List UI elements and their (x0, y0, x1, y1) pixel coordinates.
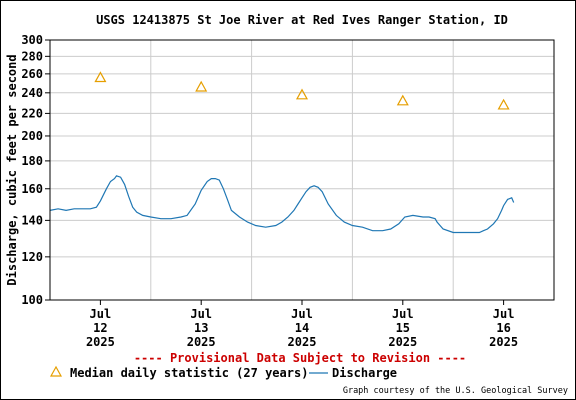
x-tick-label: 15 (396, 321, 410, 335)
discharge-line (49, 175, 515, 234)
legend-discharge-label: Discharge (332, 366, 397, 380)
x-tick-label: Jul (493, 307, 515, 321)
x-tick-label: 2025 (288, 335, 317, 349)
provisional-notice: ---- Provisional Data Subject to Revisio… (134, 351, 466, 365)
x-tick-labels: Jul122025Jul132025Jul142025Jul152025Jul1… (86, 307, 518, 349)
median-marker (195, 80, 208, 92)
y-tick-label: 240 (21, 86, 43, 100)
y-tick-label: 180 (21, 154, 43, 168)
median-marker (396, 94, 409, 106)
x-tick-label: 2025 (388, 335, 417, 349)
legend: Median daily statistic (27 years) Discha… (49, 365, 397, 380)
plot-area-border (49, 39, 555, 301)
x-tick-label: Jul (392, 307, 414, 321)
y-tick-label: 100 (21, 293, 43, 307)
grid-lines (45, 39, 554, 305)
x-tick-label: 2025 (86, 335, 115, 349)
y-tick-label: 300 (21, 33, 43, 47)
x-tick-label: 2025 (489, 335, 518, 349)
data-series (49, 71, 515, 234)
y-tick-label: 220 (21, 106, 43, 120)
y-tick-label: 200 (21, 129, 43, 143)
x-tick-label: 14 (295, 321, 309, 335)
chart-title: USGS 12413875 St Joe River at Red Ives R… (96, 13, 508, 27)
median-marker (497, 98, 510, 110)
x-tick-label: Jul (291, 307, 313, 321)
x-tick-label: 13 (194, 321, 208, 335)
y-tick-label: 280 (21, 49, 43, 63)
x-tick-label: Jul (190, 307, 212, 321)
x-tick-label: 2025 (187, 335, 216, 349)
y-tick-label: 160 (21, 182, 43, 196)
median-marker (295, 88, 309, 100)
y-tick-label: 140 (21, 213, 43, 227)
y-axis-label: Discharge, cubic feet per second (5, 54, 19, 285)
x-tick-label: 12 (93, 321, 107, 335)
median-marker (94, 71, 107, 83)
y-tick-label: 260 (21, 67, 43, 81)
x-tick-label: 16 (496, 321, 510, 335)
x-tick-label: Jul (90, 307, 112, 321)
y-tick-label: 120 (21, 250, 43, 264)
legend-median-marker-icon (49, 365, 63, 377)
y-tick-labels: 100 120 140 160 180 200 220 240 260 280 300 (21, 33, 43, 307)
graph-credit: Graph courtesy of the U.S. Geological Su… (343, 386, 568, 396)
legend-median-label: Median daily statistic (27 years) (70, 366, 308, 380)
